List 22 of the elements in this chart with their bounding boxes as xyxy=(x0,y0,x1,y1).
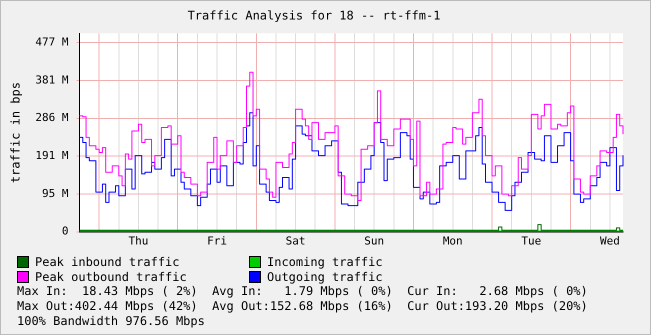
y-tick-label: 0 xyxy=(62,224,69,238)
y-tick-label: 95 M xyxy=(42,186,69,200)
x-tick-label: Fri xyxy=(207,234,227,248)
y-tick-label: 191 M xyxy=(35,148,69,162)
y-axis-title: traffic in bps xyxy=(8,82,22,184)
legend-label: Incoming traffic xyxy=(267,255,383,269)
text: 100% Bandwidth 976.56 Mbps xyxy=(17,314,206,329)
chart-title: Traffic Analysis for 18 -- rt-ffm-1 xyxy=(188,8,440,22)
x-tick-label: Tue xyxy=(521,234,542,248)
legend-label: Peak outbound traffic xyxy=(35,270,187,284)
x-tick-label: Mon xyxy=(442,234,463,248)
y-tick-label: 286 M xyxy=(35,111,69,124)
x-tick-label: Sun xyxy=(364,234,384,248)
text: Max Out:402.44 Mbps (42%) Avg Out:152.68 Mbps (16%) Cur Out:193.20 Mbps (20%) xyxy=(17,299,588,314)
x-tick-label: Thu xyxy=(128,234,148,248)
legend-label: Outgoing traffic xyxy=(267,270,383,284)
y-tick-label: 381 M xyxy=(35,73,69,86)
y-tick-label: 477 M xyxy=(35,35,69,48)
legend-label: Peak inbound traffic xyxy=(35,255,180,269)
x-tick-label: Sat xyxy=(286,234,306,248)
text: Max In: 18.43 Mbps ( 2%) Avg In: 1.79 Mbps ( 0%) Cur In: 2.68 Mbps ( 0%) xyxy=(17,284,588,299)
x-tick-label: Wed xyxy=(600,234,620,248)
